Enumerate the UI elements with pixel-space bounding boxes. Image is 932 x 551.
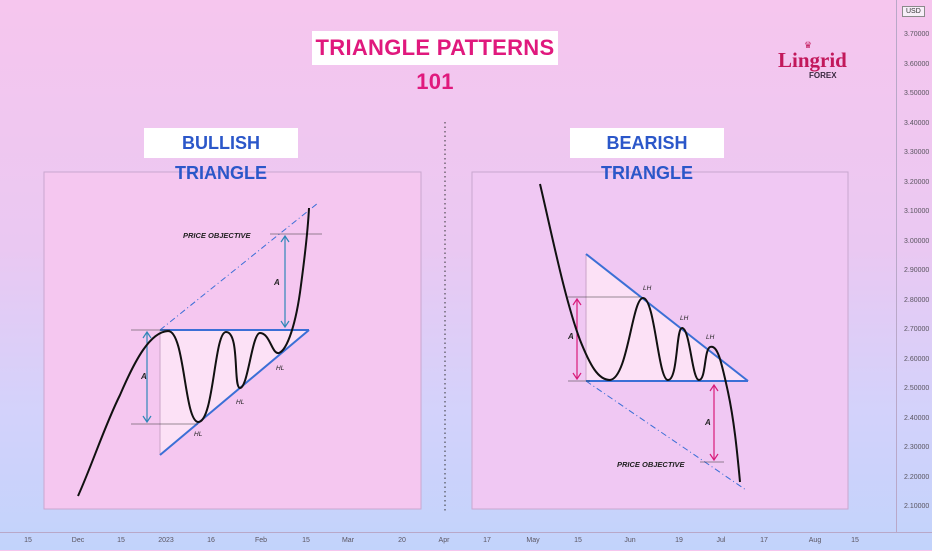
- bearish-price-objective-label: PRICE OBJECTIVE: [617, 460, 686, 469]
- bullish-hl-label-1: HL: [194, 431, 203, 438]
- bearish-lh-label-1: LH: [643, 285, 652, 292]
- time-tick: May: [526, 537, 540, 544]
- currency-badge[interactable]: USD: [902, 6, 925, 17]
- logo-name: Lingrid: [778, 48, 847, 72]
- bearish-target-measure-label: A: [704, 418, 711, 427]
- bearish-projection-line: [585, 380, 747, 491]
- bullish-price-objective-label: PRICE OBJECTIVE: [183, 231, 252, 240]
- brand-logo: ♛ Lingrid FOREX: [778, 40, 847, 84]
- time-tick: Mar: [341, 537, 355, 544]
- time-tick: Jun: [624, 537, 636, 544]
- bearish-measure-label: A: [567, 332, 574, 341]
- time-tick: Feb: [254, 537, 268, 544]
- bearish-target-arrow-head-top: [709, 383, 719, 392]
- price-tick: 2.20000: [904, 473, 930, 481]
- time-tick: 17: [760, 537, 768, 544]
- bearish-title: BEARISH TRIANGLE: [570, 128, 724, 183]
- price-tick: 3.10000: [904, 208, 930, 215]
- price-tick: 3.00000: [904, 237, 930, 245]
- bullish-support-line: [159, 329, 310, 456]
- time-tick: 19: [675, 537, 683, 544]
- time-tick: Dec: [71, 537, 85, 544]
- time-tick: 16: [207, 537, 215, 544]
- bullish-title: BULLISH TRIANGLE: [144, 128, 298, 183]
- time-tick: 15: [574, 537, 582, 544]
- time-tick: 15: [302, 537, 310, 544]
- bullish-target-arrow-head-bottom: [280, 320, 290, 329]
- bearish-lh-label-3: LH: [706, 334, 715, 341]
- price-tick: 3.40000: [904, 119, 930, 127]
- time-tick: 20: [398, 537, 406, 544]
- price-tick: 2.30000: [904, 444, 930, 451]
- time-tick: 15: [24, 537, 32, 544]
- bullish-measure-arrow-head-bottom: [142, 415, 152, 424]
- price-tick: 3.20000: [904, 178, 930, 186]
- bullish-target-arrow-head-top: [280, 234, 290, 243]
- page-title: TRIANGLE PATTERNS 101: [312, 31, 558, 94]
- time-axis[interactable]: 15 Dec 15 2023 16 Feb 15 Mar 20 Apr 17 May 15 Jun 19 Ju…: [0, 532, 932, 551]
- price-tick: 3.50000: [904, 90, 930, 97]
- bullish-measure-label: A: [140, 372, 147, 381]
- bullish-measure-arrow-head-top: [142, 330, 152, 339]
- crown-icon: ♛: [804, 40, 813, 50]
- time-tick: Apr: [438, 537, 450, 544]
- price-axis[interactable]: 3.70000 3.60000 3.50000 3.40000 3.30000 3.200…: [896, 0, 932, 532]
- bearish-target-arrow-head-bottom: [709, 453, 719, 462]
- bullish-price-curve: [77, 207, 310, 497]
- price-tick: 2.70000: [904, 326, 930, 333]
- price-tick: 2.40000: [904, 414, 930, 422]
- bearish-measure-arrow-head-top: [572, 297, 582, 306]
- logo-sub: FOREX: [809, 71, 837, 80]
- bearish-price-curve: [539, 183, 741, 483]
- price-tick: 2.90000: [904, 267, 930, 274]
- price-tick: 3.30000: [904, 149, 930, 156]
- price-tick: 2.10000: [904, 503, 930, 510]
- time-tick: 15: [851, 537, 859, 544]
- price-tick: 2.80000: [904, 296, 930, 304]
- bearish-lh-label-2: LH: [680, 315, 689, 322]
- bullish-hl-label-3: HL: [276, 365, 285, 372]
- time-tick: Aug: [808, 537, 822, 544]
- chart-area[interactable]: A A PRICE OBJECTIVE HL HL HL A A PRIC: [0, 0, 896, 532]
- price-tick: 2.60000: [904, 355, 930, 363]
- time-tick: 15: [117, 537, 125, 544]
- bearish-measure-arrow-head-bottom: [572, 372, 582, 381]
- bullish-target-measure-label: A: [273, 278, 280, 287]
- time-tick: 17: [483, 537, 491, 544]
- time-tick: Jul: [716, 537, 726, 544]
- time-tick: 2023: [158, 537, 174, 544]
- price-tick: 2.50000: [904, 385, 930, 392]
- price-tick: 3.70000: [904, 31, 930, 38]
- bullish-hl-label-2: HL: [236, 399, 245, 406]
- chart-canvas: A A PRICE OBJECTIVE HL HL HL A A PRIC: [43, 122, 849, 512]
- price-tick: 3.60000: [904, 60, 930, 68]
